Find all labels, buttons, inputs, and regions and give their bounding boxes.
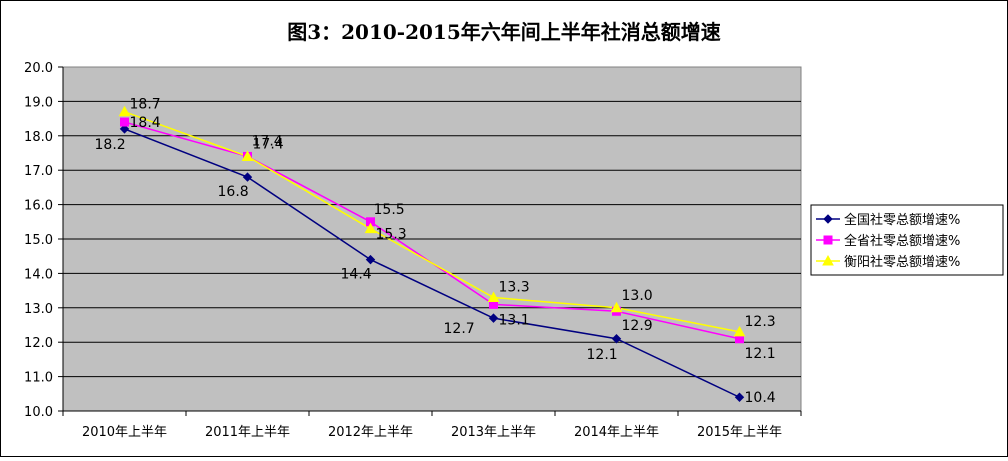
data-label: 17.4 bbox=[253, 136, 284, 152]
y-tick-label: 10.0 bbox=[24, 405, 53, 420]
series-group bbox=[118, 105, 746, 402]
data-label: 10.4 bbox=[745, 390, 776, 406]
point-marker bbox=[487, 291, 500, 302]
gridlines bbox=[63, 100, 801, 378]
point-marker bbox=[364, 222, 377, 234]
point-marker bbox=[365, 254, 376, 265]
data-label: 18.7 bbox=[130, 97, 161, 113]
data-label: 12.1 bbox=[587, 347, 618, 363]
x-tick-label: 2011年上半年 bbox=[205, 425, 290, 440]
y-tick-label: 13.0 bbox=[24, 302, 53, 317]
point-marker bbox=[610, 301, 623, 313]
point-marker bbox=[733, 325, 746, 337]
x-tick-label: 2015年上半年 bbox=[697, 425, 782, 440]
legend-entry: 全国社零总额增速% bbox=[844, 212, 960, 228]
data-label: 13.1 bbox=[499, 312, 530, 328]
point-marker bbox=[734, 392, 745, 402]
y-tick-label: 17.0 bbox=[24, 164, 53, 179]
x-tick-label: 2014年上半年 bbox=[574, 425, 659, 440]
data-label: 12.3 bbox=[745, 314, 776, 330]
data-label: 13.3 bbox=[499, 279, 530, 295]
point-marker bbox=[242, 172, 253, 182]
point-marker bbox=[120, 117, 129, 127]
data-label: 18.2 bbox=[95, 137, 126, 153]
x-tick-label: 2010年上半年 bbox=[82, 425, 167, 440]
data-label: 13.0 bbox=[622, 288, 653, 304]
data-label: 12.9 bbox=[622, 318, 653, 334]
point-marker bbox=[119, 124, 130, 134]
point-marker bbox=[822, 254, 834, 266]
data-label: 18.4 bbox=[130, 115, 161, 131]
data-label: 16.8 bbox=[218, 184, 249, 200]
point-marker bbox=[823, 235, 833, 245]
x-tick-label: 2013年上半年 bbox=[451, 425, 536, 440]
y-axis-ticks: 20.0 19.0 18.0 17.0 16.0 15.0 14.0 13.0 12.0 11.0… bbox=[24, 61, 64, 420]
point-marker bbox=[241, 150, 254, 161]
y-tick-label: 20.0 bbox=[24, 61, 53, 76]
y-tick-label: 14.0 bbox=[24, 267, 53, 282]
data-label: 17.4 bbox=[252, 133, 283, 149]
series-line bbox=[124, 128, 740, 398]
data-labels: 18.2 16.8 14.4 12.7 12.1 10.4 18.4 17.4 15.5 13.1… bbox=[95, 97, 776, 407]
legend-entry: 衡阳社零总额增速% bbox=[844, 254, 960, 270]
data-label: 15.5 bbox=[374, 202, 405, 218]
data-label: 12.1 bbox=[745, 346, 776, 362]
point-marker bbox=[488, 313, 499, 323]
y-tick-label: 16.0 bbox=[24, 199, 53, 214]
point-marker bbox=[823, 214, 833, 224]
y-tick-label: 19.0 bbox=[24, 95, 53, 110]
data-label: 15.3 bbox=[376, 227, 407, 243]
point-marker bbox=[118, 105, 131, 117]
point-marker bbox=[611, 334, 622, 344]
y-tick-label: 18.0 bbox=[24, 130, 53, 145]
legend: 全国社零总额增速% 全省社零总额增速% 衡阳社零总额增速% bbox=[810, 204, 1004, 276]
data-label: 12.7 bbox=[444, 321, 475, 337]
y-tick-label: 15.0 bbox=[24, 233, 53, 248]
y-tick-label: 11.0 bbox=[24, 371, 53, 386]
x-tick-label: 2012年上半年 bbox=[328, 425, 413, 440]
chart-title: 图3：2010-2015年六年间上半年社消总额增速 bbox=[287, 20, 721, 44]
y-tick-label: 12.0 bbox=[24, 336, 53, 351]
legend-entry: 全省社零总额增速% bbox=[844, 233, 960, 249]
legend-box bbox=[810, 204, 1004, 276]
series-line bbox=[124, 111, 740, 333]
data-label: 14.4 bbox=[341, 267, 372, 283]
x-axis-ticks: 2010年上半年 2011年上半年 2012年上半年 2013年上半年 2014年上半年… bbox=[62, 410, 802, 440]
